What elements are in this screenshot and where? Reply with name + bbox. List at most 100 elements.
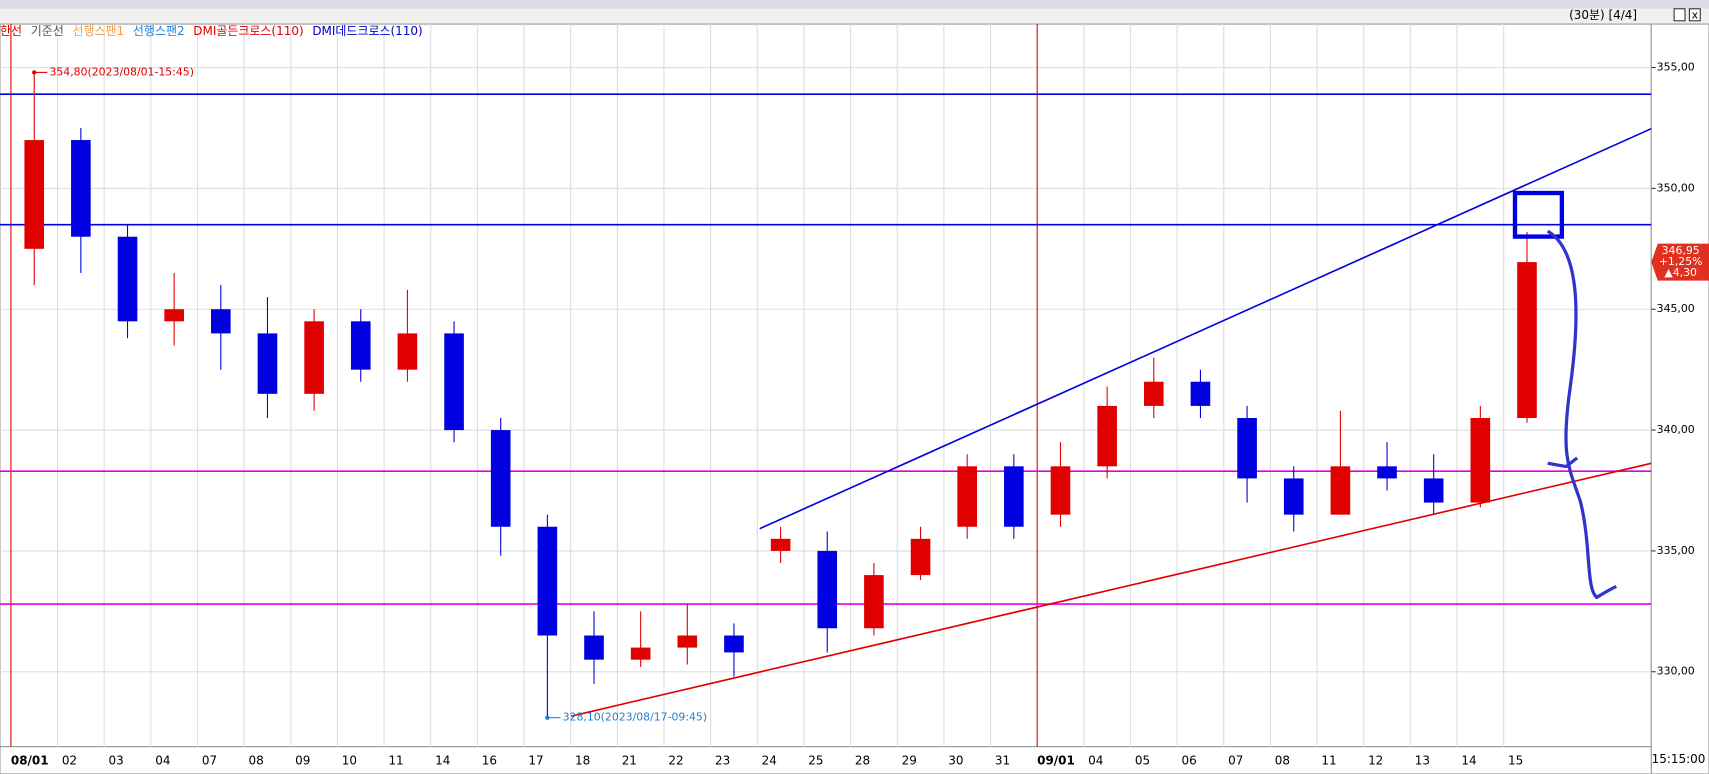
- x-tick-label: 17: [528, 753, 543, 767]
- x-tick-label: 16: [482, 753, 497, 767]
- x-tick-label: 30: [948, 753, 963, 767]
- x-tick-label: 14: [1461, 753, 1476, 767]
- grid: [0, 24, 1652, 747]
- x-tick-label: 21: [622, 753, 637, 767]
- candle-body: [397, 333, 418, 370]
- candle-body: [24, 140, 45, 249]
- y-tick-label: 355,00: [1657, 61, 1695, 74]
- x-tick-label: 14: [435, 753, 450, 767]
- candle-body: [444, 333, 464, 431]
- y-tick-label: 330,00: [1657, 665, 1695, 678]
- header-text: (30분) [4/4]: [1569, 8, 1637, 22]
- legend-entry: 선행스팬2: [133, 23, 185, 38]
- candle-body: [164, 309, 184, 322]
- y-tick-label: 335,00: [1657, 544, 1695, 557]
- x-tick-label: 11: [1321, 753, 1336, 767]
- candle-body: [1004, 466, 1024, 527]
- price-tag: [1651, 243, 1709, 281]
- y-axis-panel: [1650, 23, 1709, 774]
- legend-entry: 기준선: [31, 24, 64, 38]
- candle-body: [864, 575, 884, 629]
- x-tick-label: 03: [109, 753, 124, 767]
- candle-body: [350, 321, 371, 370]
- candle-body: [1097, 405, 1117, 467]
- annotation: 354,80(2023/08/01-15:45): [49, 65, 193, 78]
- x-tick-label: 24: [762, 753, 777, 767]
- sketch-curve: [1547, 456, 1579, 469]
- candle-body: [630, 647, 651, 660]
- x-tick-label: 28: [855, 753, 870, 767]
- annotation: 328,10(2023/08/17-09:45): [563, 711, 707, 724]
- plot-area: [0, 23, 1652, 748]
- candle-body: [1143, 381, 1164, 406]
- x-tick-label: 06: [1181, 753, 1196, 767]
- x-tick-label: 22: [668, 753, 683, 767]
- candle-body: [910, 538, 931, 576]
- x-tick-label: 09/01: [1037, 753, 1075, 767]
- candle-body: [1423, 478, 1444, 503]
- legend: 한선 기준선 선행스팬1 선행스팬2 DMI골든크로스(110) DMI데드크로스(110…: [0, 23, 423, 38]
- candle-body: [677, 635, 698, 648]
- legend-entry: DMI데드크로스(110): [312, 24, 422, 38]
- candle-body: [490, 430, 511, 527]
- trend-line: [759, 127, 1652, 530]
- time-label: 15:15:00: [1652, 752, 1706, 766]
- x-tick-label: 02: [62, 753, 77, 767]
- price-label: 346,95: [1662, 244, 1700, 257]
- x-tick-label: 08: [249, 753, 264, 767]
- x-tick-label: 10: [342, 753, 357, 767]
- price-change: ▲4,30: [1664, 266, 1697, 279]
- x-tick-label: 15: [1508, 753, 1523, 767]
- marks: [24, 72, 1537, 718]
- x-tick-label: 25: [808, 753, 823, 767]
- x-axis-panel: [0, 746, 1652, 774]
- window-buttons[interactable]: x: [1673, 8, 1701, 21]
- legend-entry: 한선: [0, 24, 22, 38]
- x-tick-label: 12: [1368, 753, 1383, 767]
- x-tick-label: 04: [1088, 753, 1103, 767]
- x-tick-label: 04: [155, 753, 170, 767]
- candle-body: [1330, 466, 1351, 515]
- candle-body: [1050, 466, 1071, 515]
- price-change-pct: +1,25%: [1659, 255, 1703, 268]
- y-tick-label: 350,00: [1657, 181, 1695, 194]
- candle-body: [537, 526, 558, 636]
- highlight-box: [1512, 190, 1565, 239]
- candle-body: [304, 321, 324, 394]
- candle-body: [117, 236, 138, 322]
- header-bar: [0, 8, 1709, 25]
- x-tick-label: 08: [1275, 753, 1290, 767]
- x-tick-label: 29: [902, 753, 917, 767]
- candle-body: [1377, 466, 1397, 479]
- sketch-curve: [1546, 229, 1617, 600]
- legend-entry: 선행스팬1: [73, 23, 125, 38]
- x-tick-label: 13: [1415, 753, 1430, 767]
- candle-body: [71, 140, 91, 237]
- y-tick-label: 340,00: [1657, 423, 1695, 436]
- candle-body: [1283, 478, 1304, 515]
- svg-text:x: x: [1692, 8, 1699, 21]
- candle-body: [770, 538, 791, 551]
- x-tick-label: 05: [1135, 753, 1150, 767]
- candle-body: [257, 333, 278, 394]
- toolbar: [0, 0, 1709, 9]
- trend-line: [570, 462, 1652, 717]
- x-tick-label: 18: [575, 753, 590, 767]
- candle-body: [1190, 381, 1211, 406]
- candle-body: [1517, 262, 1537, 418]
- candle-body: [724, 635, 744, 653]
- candle-body: [817, 550, 838, 629]
- candle-body: [1470, 417, 1491, 503]
- x-tick-label: 23: [715, 753, 730, 767]
- x-tick-label: 09: [295, 753, 310, 767]
- candle-body: [584, 635, 604, 660]
- y-tick-label: 345,00: [1657, 302, 1695, 315]
- x-tick-label: 08/01: [11, 753, 49, 767]
- x-tick-label: 07: [202, 753, 217, 767]
- candle-body: [957, 466, 978, 527]
- candle-body: [1237, 417, 1257, 479]
- legend-entry: DMI골든크로스(110): [193, 24, 303, 38]
- candle-body: [211, 309, 231, 334]
